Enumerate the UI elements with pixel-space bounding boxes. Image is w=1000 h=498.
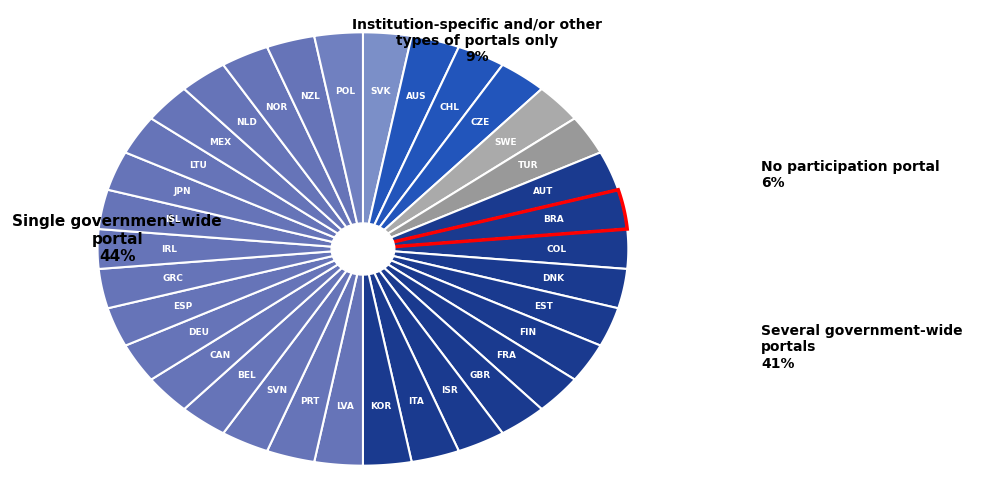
Polygon shape (223, 47, 363, 249)
Polygon shape (363, 249, 601, 379)
Polygon shape (267, 36, 363, 249)
Polygon shape (363, 119, 601, 249)
Polygon shape (184, 249, 363, 433)
Polygon shape (363, 65, 542, 249)
Polygon shape (98, 229, 363, 269)
Text: GBR: GBR (469, 371, 490, 379)
Text: ISL: ISL (165, 216, 180, 225)
Text: JPN: JPN (173, 187, 191, 196)
Text: SVK: SVK (371, 87, 391, 96)
Text: CHL: CHL (439, 103, 459, 112)
Polygon shape (363, 89, 575, 249)
Text: FIN: FIN (519, 328, 536, 337)
Text: POL: POL (335, 87, 355, 96)
Text: MEX: MEX (209, 138, 231, 147)
Polygon shape (363, 36, 459, 249)
Polygon shape (363, 249, 459, 462)
Text: AUT: AUT (533, 187, 554, 196)
Polygon shape (223, 249, 363, 451)
Text: LVA: LVA (336, 402, 354, 411)
Polygon shape (184, 65, 363, 249)
Text: NLD: NLD (236, 119, 257, 127)
Polygon shape (363, 190, 627, 249)
Polygon shape (363, 32, 412, 249)
Polygon shape (125, 119, 363, 249)
Text: SVN: SVN (266, 386, 287, 395)
Text: SWE: SWE (495, 138, 517, 147)
Text: ESP: ESP (173, 302, 192, 311)
Ellipse shape (331, 223, 395, 275)
Polygon shape (363, 152, 618, 249)
Polygon shape (363, 249, 503, 451)
Text: Several government-wide
portals
41%: Several government-wide portals 41% (761, 324, 963, 371)
Polygon shape (363, 249, 542, 433)
Text: NZL: NZL (300, 92, 320, 102)
Text: ITA: ITA (408, 396, 424, 406)
Polygon shape (125, 249, 363, 379)
Text: No participation portal
6%: No participation portal 6% (761, 160, 940, 190)
Text: BEL: BEL (237, 371, 256, 379)
Text: EST: EST (534, 302, 553, 311)
Text: NOR: NOR (265, 103, 288, 112)
Text: LTU: LTU (189, 161, 207, 170)
Text: ISR: ISR (441, 386, 458, 395)
Text: PRT: PRT (300, 396, 320, 406)
Text: KOR: KOR (370, 402, 391, 411)
Text: CZE: CZE (470, 119, 489, 127)
Text: Single government-wide
portal
44%: Single government-wide portal 44% (12, 214, 222, 264)
Text: FRA: FRA (496, 351, 516, 360)
Text: GRC: GRC (162, 273, 183, 282)
Polygon shape (363, 249, 627, 308)
Polygon shape (151, 89, 363, 249)
Text: BRA: BRA (543, 216, 564, 225)
Polygon shape (99, 249, 363, 308)
Polygon shape (363, 249, 412, 466)
Text: Institution-specific and/or other
types of portals only
9%: Institution-specific and/or other types … (352, 17, 602, 64)
Polygon shape (363, 47, 503, 249)
Polygon shape (314, 249, 363, 466)
Text: DEU: DEU (188, 328, 209, 337)
Polygon shape (363, 249, 618, 346)
Polygon shape (99, 190, 363, 249)
Text: CAN: CAN (209, 351, 230, 360)
Polygon shape (108, 249, 363, 346)
Text: COL: COL (547, 245, 567, 253)
Text: IRL: IRL (161, 245, 177, 253)
Polygon shape (151, 249, 363, 409)
Polygon shape (267, 249, 363, 462)
Polygon shape (314, 32, 363, 249)
Text: AUS: AUS (406, 92, 426, 102)
Text: DNK: DNK (542, 273, 564, 282)
Polygon shape (108, 152, 363, 249)
Polygon shape (363, 249, 575, 409)
Polygon shape (363, 229, 628, 269)
Text: TUR: TUR (517, 161, 538, 170)
